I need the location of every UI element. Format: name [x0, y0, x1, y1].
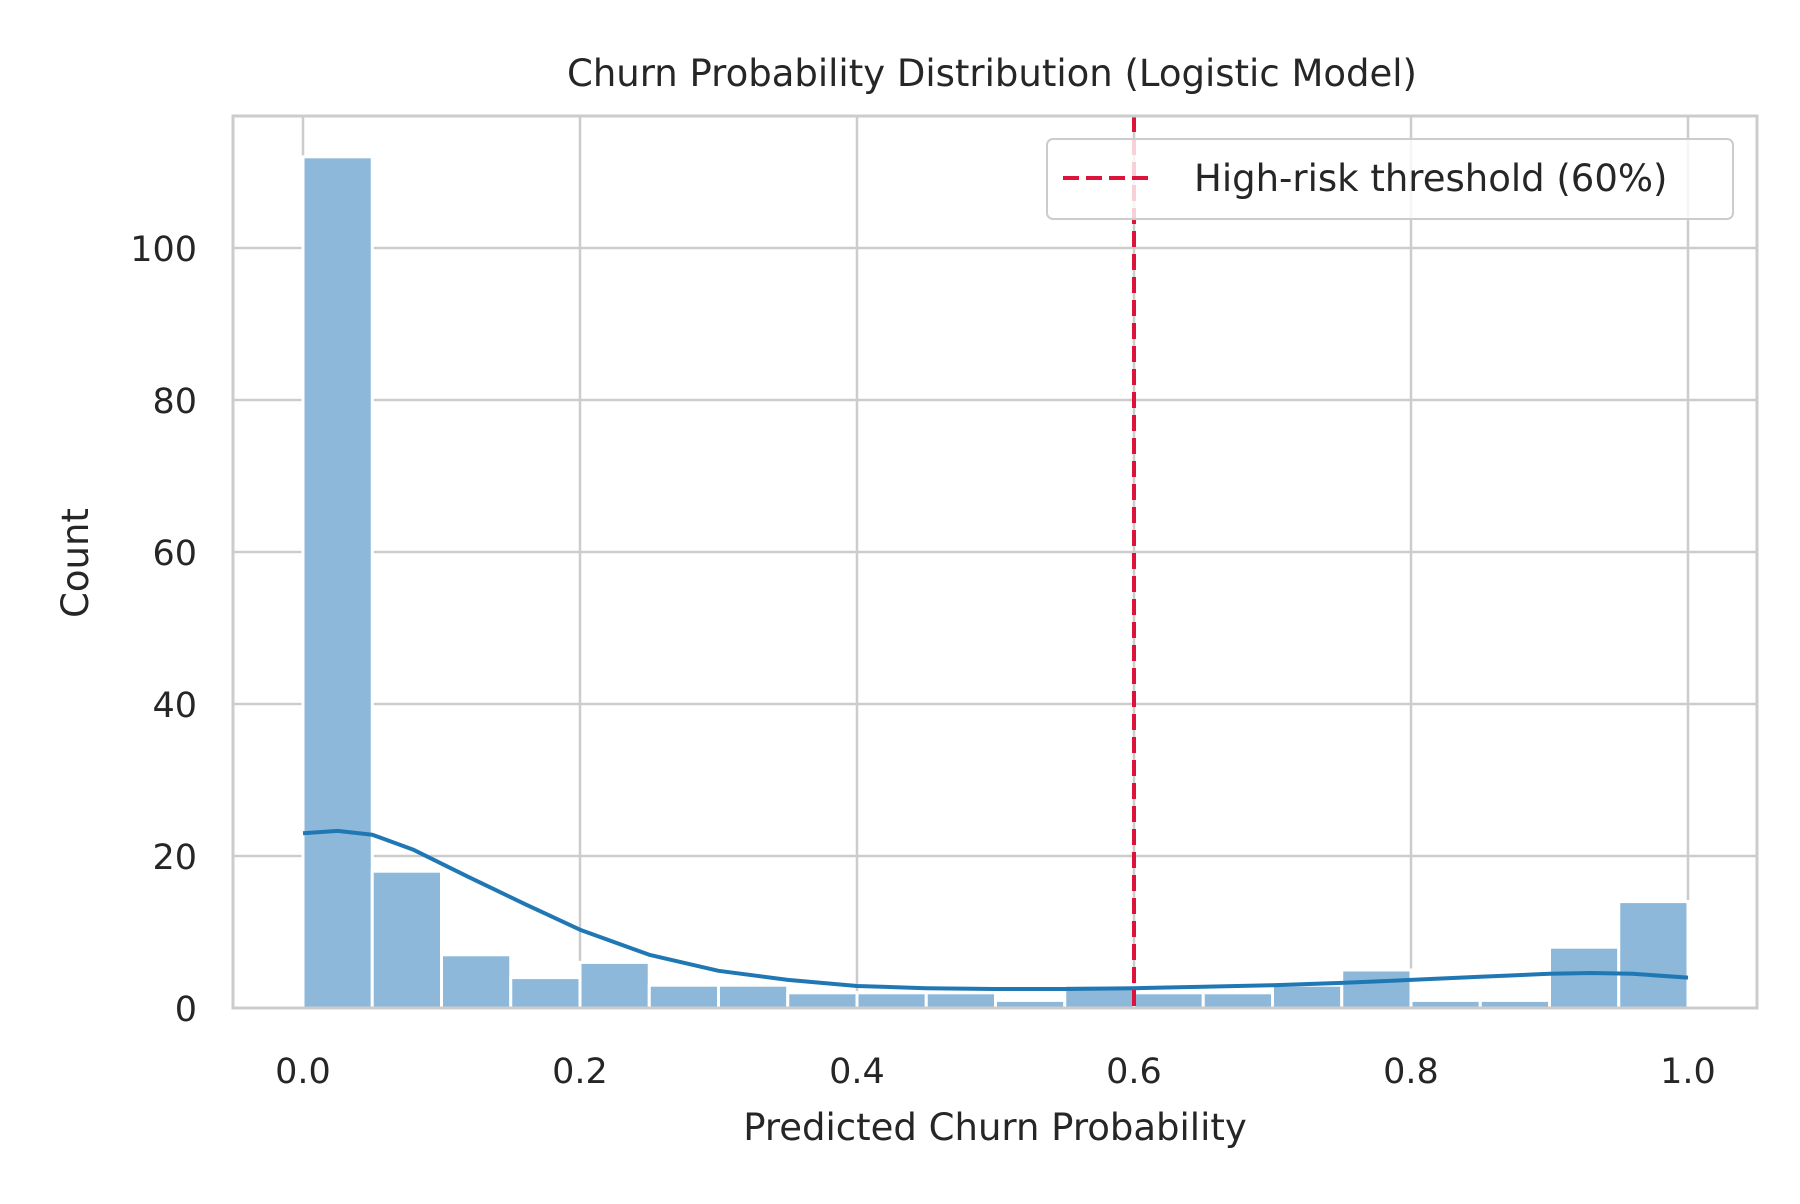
legend-box [1046, 138, 1734, 220]
x-tick-label: 0.8 [1383, 1052, 1439, 1092]
kde-curve [302, 828, 1689, 991]
x-tick-label: 0.6 [1106, 1052, 1162, 1092]
x-tick-label: 0.0 [275, 1052, 331, 1092]
y-tick-label: 20 [152, 838, 197, 878]
x-tick-label: 1.0 [1660, 1052, 1716, 1092]
grid-lines [233, 116, 1757, 1010]
legend: High-risk threshold (60%) [1046, 138, 1734, 220]
histogram-bar [647, 983, 720, 1010]
y-tick-label: 100 [130, 230, 197, 270]
x-axis-label: Predicted Churn Probability [743, 1106, 1247, 1149]
y-tick-label: 0 [175, 990, 197, 1030]
histogram-bars [301, 155, 1690, 1010]
plot-background [233, 116, 1757, 1008]
legend-threshold-label: High-risk threshold (60%) [1194, 157, 1667, 200]
histogram-bar [717, 983, 790, 1010]
histogram-bar [1617, 900, 1690, 1010]
histogram-bar [1132, 991, 1205, 1010]
y-tick-label: 40 [152, 686, 197, 726]
overlay-lines [302, 116, 1689, 1008]
axes-frame [231, 114, 1759, 1010]
histogram-bar [509, 976, 582, 1010]
histogram-bar [786, 991, 859, 1010]
y-axis-label: Count [54, 508, 97, 618]
histogram-bar [855, 991, 928, 1010]
histogram-bar [370, 869, 443, 1010]
histogram-bar [301, 155, 374, 1010]
tick-labels: 0.0 0.2 0.4 0.6 0.8 1.0 0 20 40 60 80 100 [130, 230, 1716, 1092]
histogram-bar [440, 953, 513, 1010]
x-tick-label: 0.4 [829, 1052, 885, 1092]
chart-title: Churn Probability Distribution (Logistic… [567, 52, 1417, 95]
y-tick-label: 60 [152, 534, 197, 574]
histogram-bar [1548, 945, 1621, 1010]
histogram-bar [1340, 968, 1413, 1010]
y-tick-label: 80 [152, 382, 197, 422]
histogram-bar [578, 960, 651, 1010]
axes-border [231, 114, 1759, 1010]
x-tick-label: 0.2 [552, 1052, 608, 1092]
histogram-bar [1201, 991, 1274, 1010]
histogram-bar [924, 991, 997, 1010]
histogram-bar [1271, 983, 1344, 1010]
